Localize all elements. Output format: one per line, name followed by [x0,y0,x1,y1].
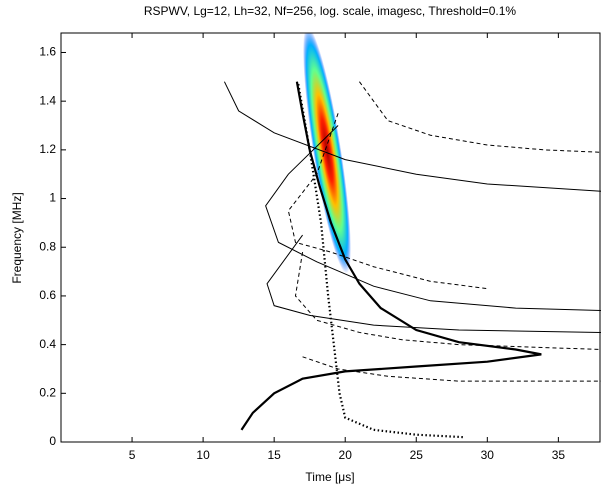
x-tick-label: 20 [339,448,353,462]
curve [265,125,601,312]
x-axis-label: Time [μs] [305,470,354,484]
chart-title: RSPWV, Lg=12, Lh=32, Nf=256, log. scale,… [144,4,517,18]
axes-box [60,32,601,443]
y-tick-label: 0 [49,434,56,448]
spectrogram-ridge [303,33,351,274]
curve [359,81,601,153]
y-tick-label: 1 [49,191,56,205]
x-tick-label: 15 [267,448,281,462]
y-tick-label: 0.8 [39,239,56,253]
curves [223,81,601,439]
curve [223,81,601,192]
x-tick-label: 5 [129,448,136,462]
y-tick-label: 0.2 [39,385,56,399]
x-tick-label: 30 [481,448,495,462]
curve [302,356,601,382]
curve [240,81,542,431]
y-tick-label: 1.2 [39,142,56,156]
curve [297,83,464,439]
y-tick-label: 1.6 [39,45,56,59]
x-tick-label: 25 [410,448,424,462]
curve [294,252,601,350]
curve [266,234,601,333]
x-tick-label: 35 [552,448,566,462]
curve [287,113,488,290]
y-axis-label: Frequency [MHz] [10,192,24,283]
spectrogram [303,33,351,274]
y-tick-label: 1.4 [39,93,56,107]
y-tick-label: 0.4 [39,337,56,351]
y-tick-label: 0.6 [39,288,56,302]
x-tick-label: 10 [196,448,210,462]
